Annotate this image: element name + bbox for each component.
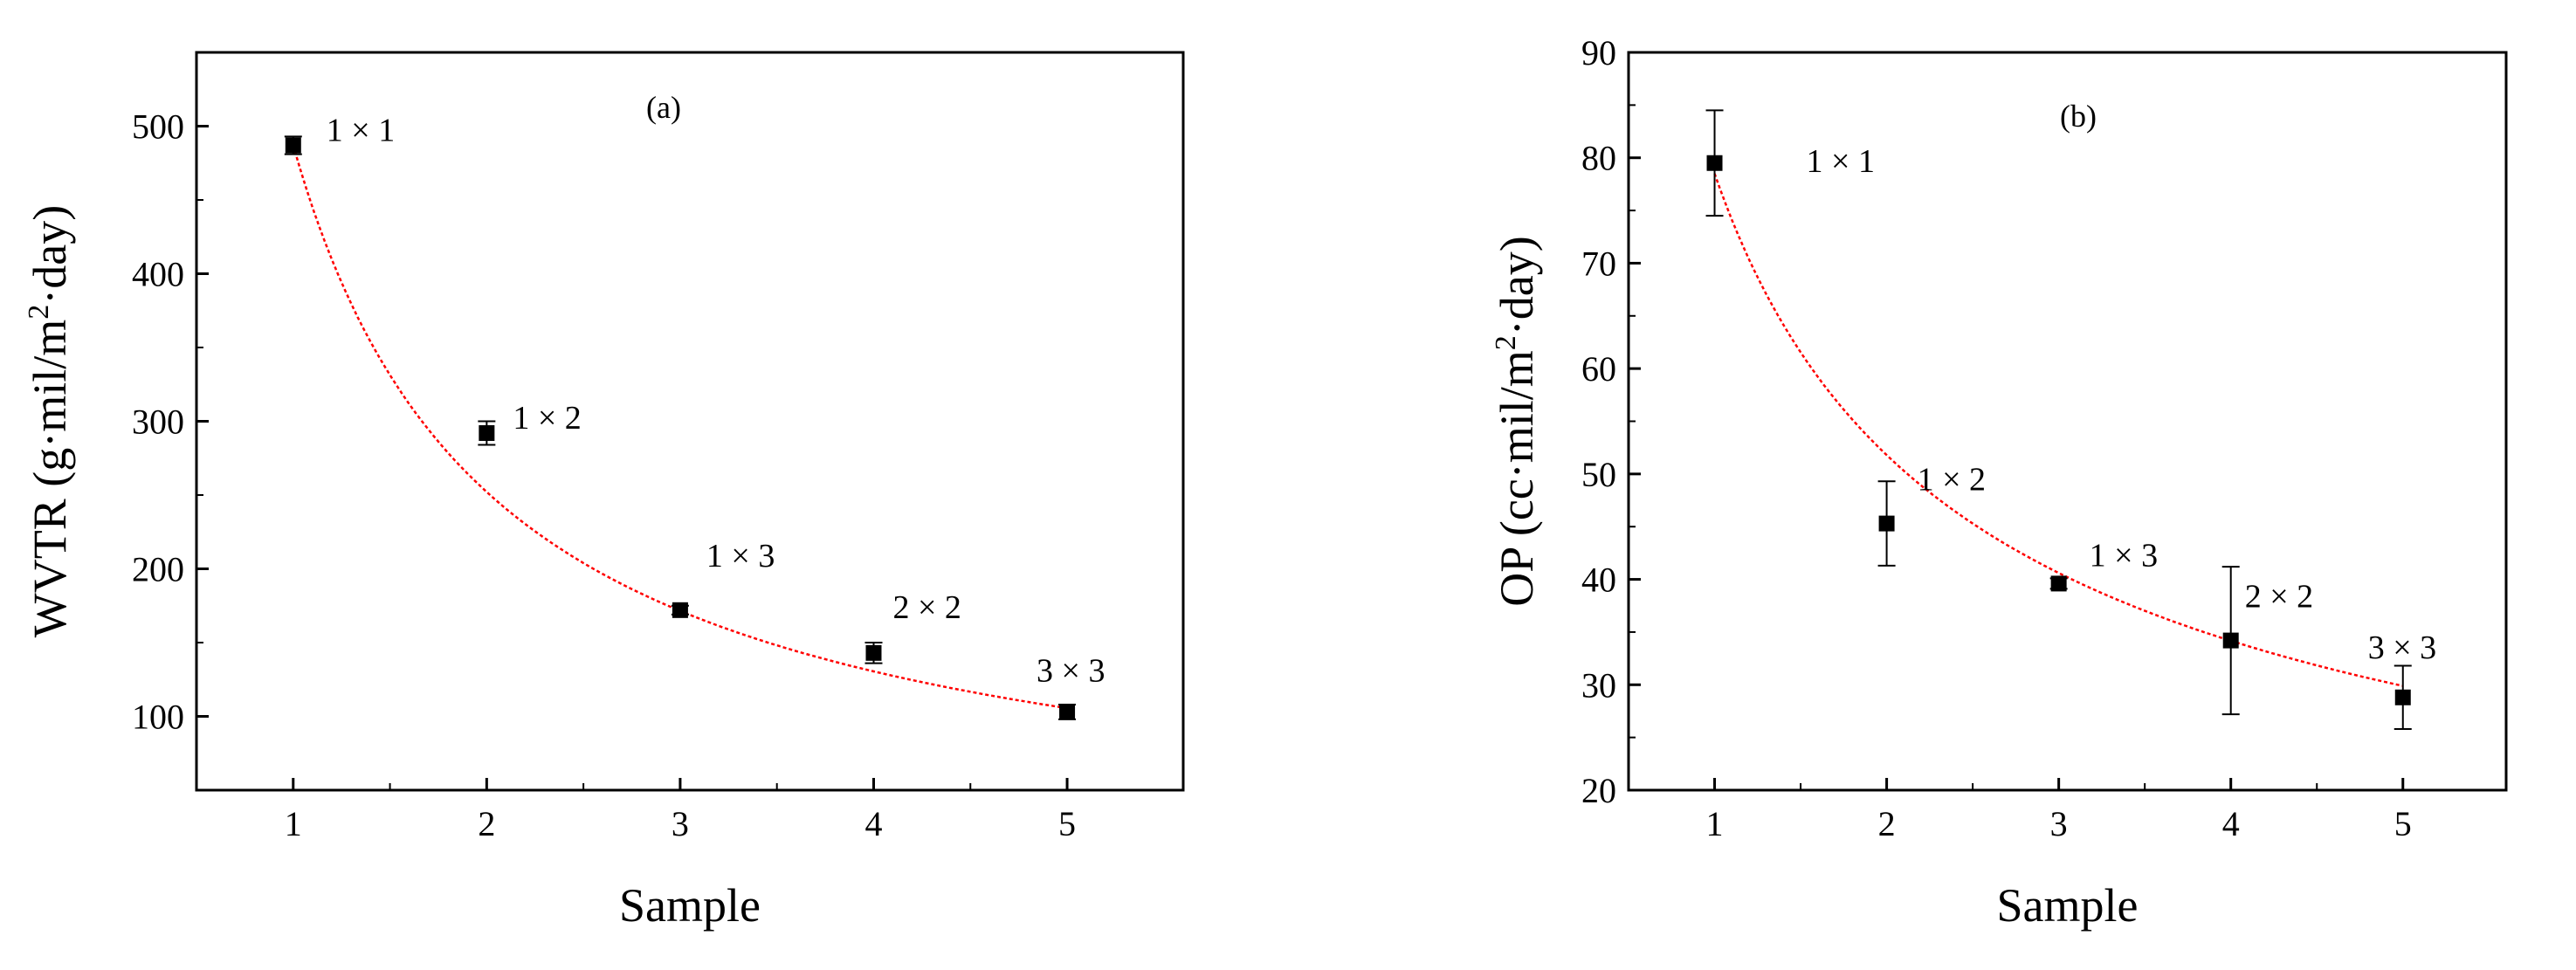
chart-b-y-tick-label: 80 — [1581, 139, 1616, 178]
chart-b-point-label: 1 × 1 — [1807, 143, 1875, 180]
chart-a-x-tick-label: 4 — [864, 804, 882, 843]
chart-b-panel-label: (b) — [2060, 99, 2097, 134]
chart-a-y-tick-label: 400 — [132, 255, 184, 294]
chart-a-y-axis-title-sup: 2 — [23, 305, 55, 320]
chart-a-x-axis-title: Sample — [619, 879, 761, 932]
chart-b-x-tick-label: 3 — [2050, 804, 2068, 843]
chart-b-x-tick-label: 1 — [1706, 804, 1724, 843]
chart-b-data-point — [1706, 155, 1723, 171]
chart-a-x-tick-label: 2 — [478, 804, 495, 843]
chart-b-y-tick-label: 30 — [1581, 665, 1616, 705]
chart-a-x-tick-label: 1 — [285, 804, 302, 843]
chart-a-y-axis-title-main: WVTR (g·mil/m — [24, 320, 76, 637]
chart-b-y-tick-label: 90 — [1581, 33, 1616, 72]
chart-a-y-tick-label: 100 — [132, 698, 184, 737]
chart-b-y-tick-label: 50 — [1581, 455, 1616, 494]
chart-b-point-label: 1 × 3 — [2090, 537, 2158, 574]
chart-b-y-axis-title-sup: 2 — [1490, 335, 1522, 350]
chart-a-point-label: 1 × 2 — [513, 400, 581, 437]
chart-b-point-label: 1 × 2 — [1918, 462, 1986, 499]
chart-a-y-tick-label: 500 — [132, 107, 184, 147]
chart-a-data-point — [1059, 704, 1076, 720]
chart-a-y-tick-label: 200 — [132, 550, 184, 589]
chart-b-data-point — [2394, 689, 2411, 705]
chart-a-point-label: 3 × 3 — [1037, 652, 1105, 689]
chart-a-y-axis-title: WVTR (g·mil/m2·day) — [23, 205, 76, 637]
chart-a-data-point — [479, 425, 495, 442]
chart-b-point-label: 3 × 3 — [2368, 629, 2436, 666]
chart-a-panel-label: (a) — [646, 90, 681, 125]
chart-b-x-tick-label: 4 — [2222, 804, 2240, 843]
chart-a-data-point — [285, 137, 301, 154]
chart-b-y-tick-label: 20 — [1581, 771, 1616, 810]
chart-b-data-point — [2222, 632, 2239, 649]
chart-a-y-axis-title-tail: ·day) — [24, 205, 76, 305]
chart-b-data-point — [2050, 575, 2067, 592]
chart-b-x-tick-label: 2 — [1878, 804, 1896, 843]
chart-b-x-tick-label: 5 — [2394, 804, 2412, 843]
chart-a-point-label: 2 × 2 — [892, 589, 961, 626]
chart-a-point-label: 1 × 3 — [706, 538, 775, 574]
chart-b-data-point — [1878, 515, 1895, 532]
chart-a-plot-frame — [195, 51, 1185, 792]
chart-a-point-label: 1 × 1 — [327, 112, 395, 148]
chart-a-y-tick-label: 300 — [132, 402, 184, 442]
chart-b-y-tick-label: 60 — [1581, 349, 1616, 389]
chart-b-y-axis-title-tail: ·day) — [1491, 236, 1543, 335]
chart-b-y-axis-title-main: OP (cc·mil/m — [1491, 350, 1543, 606]
chart-b-fit-curve — [1713, 173, 2404, 687]
chart-a-x-tick-label: 3 — [672, 804, 689, 843]
chart-a-data-point — [865, 644, 882, 661]
chart-b-point-label: 2 × 2 — [2245, 579, 2313, 616]
chart-a-data-point — [672, 602, 688, 618]
chart-b-y-axis-title: OP (cc·mil/m2·day) — [1490, 236, 1543, 606]
chart-b-y-tick-label: 40 — [1581, 561, 1616, 600]
chart-b-x-axis-title: Sample — [1997, 879, 2139, 932]
chart-b-y-tick-label: 70 — [1581, 244, 1616, 283]
chart-a-x-tick-label: 5 — [1058, 804, 1076, 843]
